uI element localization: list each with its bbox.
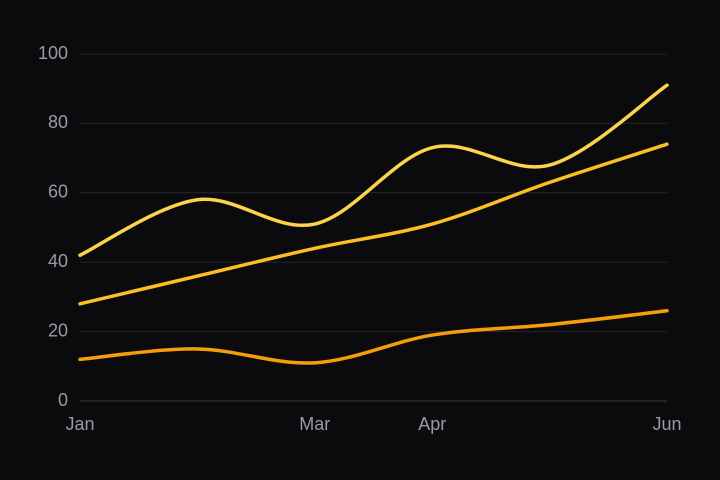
x-tick-label: Jan bbox=[65, 414, 94, 434]
x-tick-label: Jun bbox=[652, 414, 681, 434]
y-tick-label: 60 bbox=[48, 182, 68, 202]
y-tick-label: 100 bbox=[38, 43, 68, 63]
y-tick-label: 80 bbox=[48, 112, 68, 132]
x-tick-label: Mar bbox=[299, 414, 330, 434]
y-tick-label: 20 bbox=[48, 320, 68, 340]
line bbox=[78, 142, 669, 306]
line bbox=[78, 83, 669, 258]
x-tick-label: Apr bbox=[418, 414, 446, 434]
line bbox=[78, 309, 669, 365]
y-tick-label: 0 bbox=[58, 390, 68, 410]
y-tick-label: 40 bbox=[48, 251, 68, 271]
